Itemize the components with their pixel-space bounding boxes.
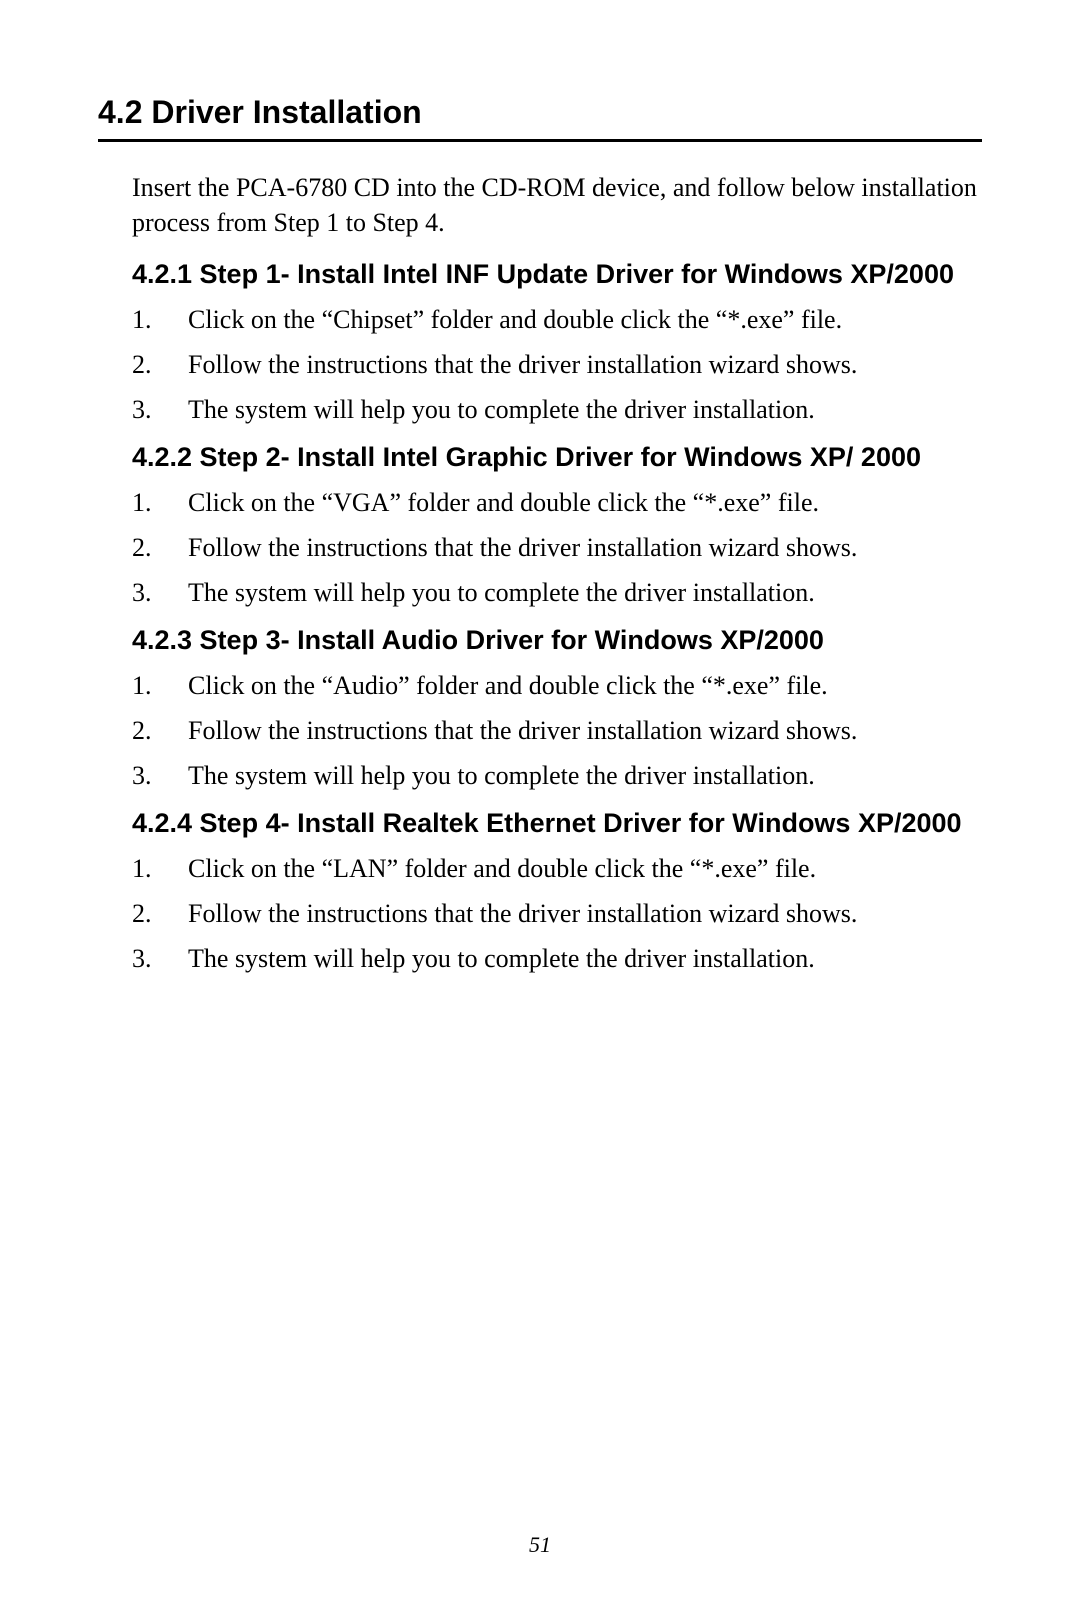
ordered-list: 1. Click on the “Chipset” folder and dou…: [132, 302, 982, 427]
list-item: 1. Click on the “Audio” folder and doubl…: [132, 668, 982, 703]
subsection-title-2: 4.2.2 Step 2- Install Intel Graphic Driv…: [132, 441, 982, 475]
list-text: Click on the “VGA” folder and double cli…: [188, 485, 982, 520]
list-item: 1. Click on the “VGA” folder and double …: [132, 485, 982, 520]
list-item: 3. The system will help you to complete …: [132, 575, 982, 610]
subsection-title-1: 4.2.1 Step 1- Install Intel INF Update D…: [132, 258, 982, 292]
list-item: 3. The system will help you to complete …: [132, 758, 982, 793]
ordered-list: 1. Click on the “LAN” folder and double …: [132, 851, 982, 976]
list-number: 2.: [132, 347, 188, 382]
ordered-list: 1. Click on the “Audio” folder and doubl…: [132, 668, 982, 793]
list-number: 3.: [132, 392, 188, 427]
section-intro: Insert the PCA-6780 CD into the CD-ROM d…: [132, 170, 982, 240]
list-number: 3.: [132, 758, 188, 793]
page-number: 51: [0, 1532, 1080, 1558]
list-text: Click on the “Audio” folder and double c…: [188, 668, 982, 703]
list-item: 2. Follow the instructions that the driv…: [132, 347, 982, 382]
list-number: 2.: [132, 713, 188, 748]
list-text: The system will help you to complete the…: [188, 575, 982, 610]
list-item: 2. Follow the instructions that the driv…: [132, 896, 982, 931]
list-number: 2.: [132, 896, 188, 931]
list-text: Click on the “LAN” folder and double cli…: [188, 851, 982, 886]
list-number: 3.: [132, 941, 188, 976]
list-number: 3.: [132, 575, 188, 610]
list-item: 1. Click on the “Chipset” folder and dou…: [132, 302, 982, 337]
list-number: 2.: [132, 530, 188, 565]
list-text: The system will help you to complete the…: [188, 941, 982, 976]
list-text: The system will help you to complete the…: [188, 392, 982, 427]
list-text: Click on the “Chipset” folder and double…: [188, 302, 982, 337]
list-item: 3. The system will help you to complete …: [132, 392, 982, 427]
list-item: 2. Follow the instructions that the driv…: [132, 530, 982, 565]
list-number: 1.: [132, 485, 188, 520]
list-text: The system will help you to complete the…: [188, 758, 982, 793]
list-number: 1.: [132, 668, 188, 703]
list-item: 1. Click on the “LAN” folder and double …: [132, 851, 982, 886]
list-text: Follow the instructions that the driver …: [188, 713, 982, 748]
list-item: 2. Follow the instructions that the driv…: [132, 713, 982, 748]
subsection-title-4: 4.2.4 Step 4- Install Realtek Ethernet D…: [132, 807, 982, 841]
list-number: 1.: [132, 302, 188, 337]
section-title: 4.2 Driver Installation: [98, 94, 982, 142]
list-number: 1.: [132, 851, 188, 886]
list-item: 3. The system will help you to complete …: [132, 941, 982, 976]
list-text: Follow the instructions that the driver …: [188, 530, 982, 565]
subsection-title-3: 4.2.3 Step 3- Install Audio Driver for W…: [132, 624, 982, 658]
list-text: Follow the instructions that the driver …: [188, 896, 982, 931]
ordered-list: 1. Click on the “VGA” folder and double …: [132, 485, 982, 610]
list-text: Follow the instructions that the driver …: [188, 347, 982, 382]
